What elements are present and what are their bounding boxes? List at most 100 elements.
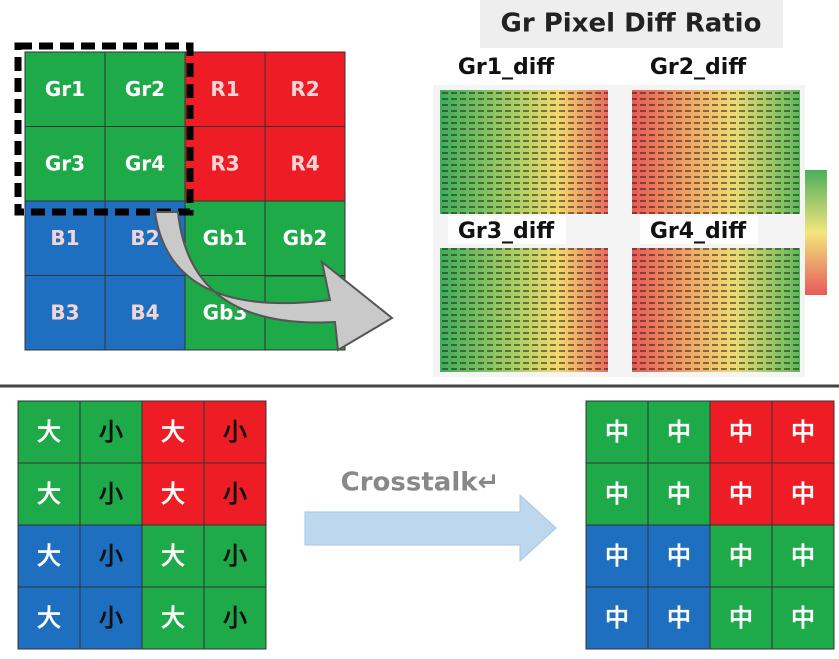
- cell-label: 中: [667, 604, 691, 632]
- cell-label: 大: [37, 480, 61, 508]
- cell-label: R1: [210, 77, 239, 101]
- panel-label: Gr2_diff: [650, 55, 748, 80]
- cell: [203, 524, 267, 588]
- cell: [264, 200, 346, 276]
- cell-label: R2: [290, 77, 319, 101]
- cell-label: 小: [99, 480, 123, 508]
- cell-label: Gb1: [203, 226, 248, 250]
- title-box: [480, 0, 783, 48]
- cell: [141, 462, 205, 526]
- cell: [17, 524, 81, 588]
- cell-label: 中: [791, 604, 815, 632]
- cell-label: 中: [729, 542, 753, 570]
- cell-label: Gr2: [125, 77, 165, 101]
- cell: [141, 586, 205, 650]
- color-scale: [805, 170, 827, 295]
- cell-label: B4: [130, 300, 159, 324]
- cell-label: 大: [37, 604, 61, 632]
- crosstalk-arrow: [304, 493, 557, 563]
- cell: [264, 126, 346, 202]
- cell-label: R3: [210, 151, 239, 175]
- cell: [771, 524, 835, 588]
- cell-label: 小: [99, 542, 123, 570]
- cell-label: 中: [791, 418, 815, 446]
- cell-label: 小: [99, 418, 123, 446]
- cell-label: Gr3: [45, 151, 85, 175]
- cell: [141, 524, 205, 588]
- cell-label: R4: [290, 151, 319, 175]
- cell-label: 中: [605, 542, 629, 570]
- cell: [771, 400, 835, 464]
- cell: [771, 462, 835, 526]
- cell-label: B3: [50, 300, 79, 324]
- cell-label: B2: [130, 226, 159, 250]
- cell: [647, 462, 711, 526]
- cell: [104, 126, 186, 202]
- cell-label: 中: [667, 480, 691, 508]
- cell-label: 大: [161, 480, 185, 508]
- cell: [585, 400, 649, 464]
- curved-arrow: [153, 211, 394, 352]
- cell-label: 小: [223, 418, 247, 446]
- heatmap-values: [440, 248, 608, 372]
- cell: [104, 275, 186, 351]
- cell: [585, 462, 649, 526]
- dashed-box: [14, 42, 194, 216]
- cell-label: 大: [37, 542, 61, 570]
- cell-label: 小: [223, 480, 247, 508]
- cell: [585, 524, 649, 588]
- cell: [203, 586, 267, 650]
- cell: [141, 400, 205, 464]
- cell: [79, 462, 143, 526]
- cell-label: 大: [161, 542, 185, 570]
- cell-label: 中: [667, 542, 691, 570]
- cell: [17, 400, 81, 464]
- heatmaps: Gr1_diff Gr2_diff Gr3_diff Gr4_diff: [440, 55, 800, 372]
- cell: [184, 126, 266, 202]
- cell: [24, 275, 106, 351]
- cell: [203, 462, 267, 526]
- cell-label: B1: [50, 226, 79, 250]
- panel-label: Gr4_diff: [650, 219, 748, 244]
- cell-label: 中: [605, 418, 629, 446]
- cell: [647, 586, 711, 650]
- cell-label: 大: [161, 418, 185, 446]
- cell: [79, 586, 143, 650]
- cell-label: 中: [791, 542, 815, 570]
- cell: [79, 524, 143, 588]
- cell: [647, 400, 711, 464]
- cell-label: Gr1: [45, 77, 85, 101]
- cell: [24, 51, 106, 127]
- cell-label: 中: [729, 480, 753, 508]
- heatmap-title: Gr Pixel Diff Ratio: [501, 9, 762, 39]
- cell-label: 大: [37, 418, 61, 446]
- right-grid: 中中中中中中中中中中中中中中中中: [585, 400, 835, 650]
- heatmap-values: [632, 90, 800, 214]
- panel-label: Gr1_diff: [458, 55, 556, 80]
- panel-label-bg: [448, 216, 566, 244]
- cell: [647, 524, 711, 588]
- cell-label: 小: [99, 604, 123, 632]
- cell-label: 中: [605, 480, 629, 508]
- left-grid: 大小大小大小大小大小大小大小大小: [17, 400, 267, 650]
- cell: [771, 586, 835, 650]
- cell-label: 中: [791, 480, 815, 508]
- heatmap-values: [632, 248, 800, 372]
- panel-label-bg: [640, 216, 758, 244]
- cell-label: 中: [605, 604, 629, 632]
- heatmap-values: [440, 90, 608, 214]
- cell-label: 小: [223, 604, 247, 632]
- cell-label: Gr4: [125, 151, 165, 175]
- cell-label: 中: [729, 418, 753, 446]
- cell-label: Gb2: [283, 226, 328, 250]
- cell-label: 小: [223, 542, 247, 570]
- cell-label: 大: [161, 604, 185, 632]
- cell-label: 中: [667, 418, 691, 446]
- cell: [709, 524, 773, 588]
- crosstalk-label: Crosstalk↵: [341, 468, 500, 498]
- cell: [585, 586, 649, 650]
- cell: [203, 400, 267, 464]
- cell-label: 中: [729, 604, 753, 632]
- panel-label: Gr3_diff: [458, 219, 556, 244]
